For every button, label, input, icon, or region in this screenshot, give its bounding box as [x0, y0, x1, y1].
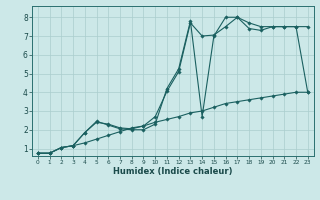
X-axis label: Humidex (Indice chaleur): Humidex (Indice chaleur) [113, 167, 233, 176]
